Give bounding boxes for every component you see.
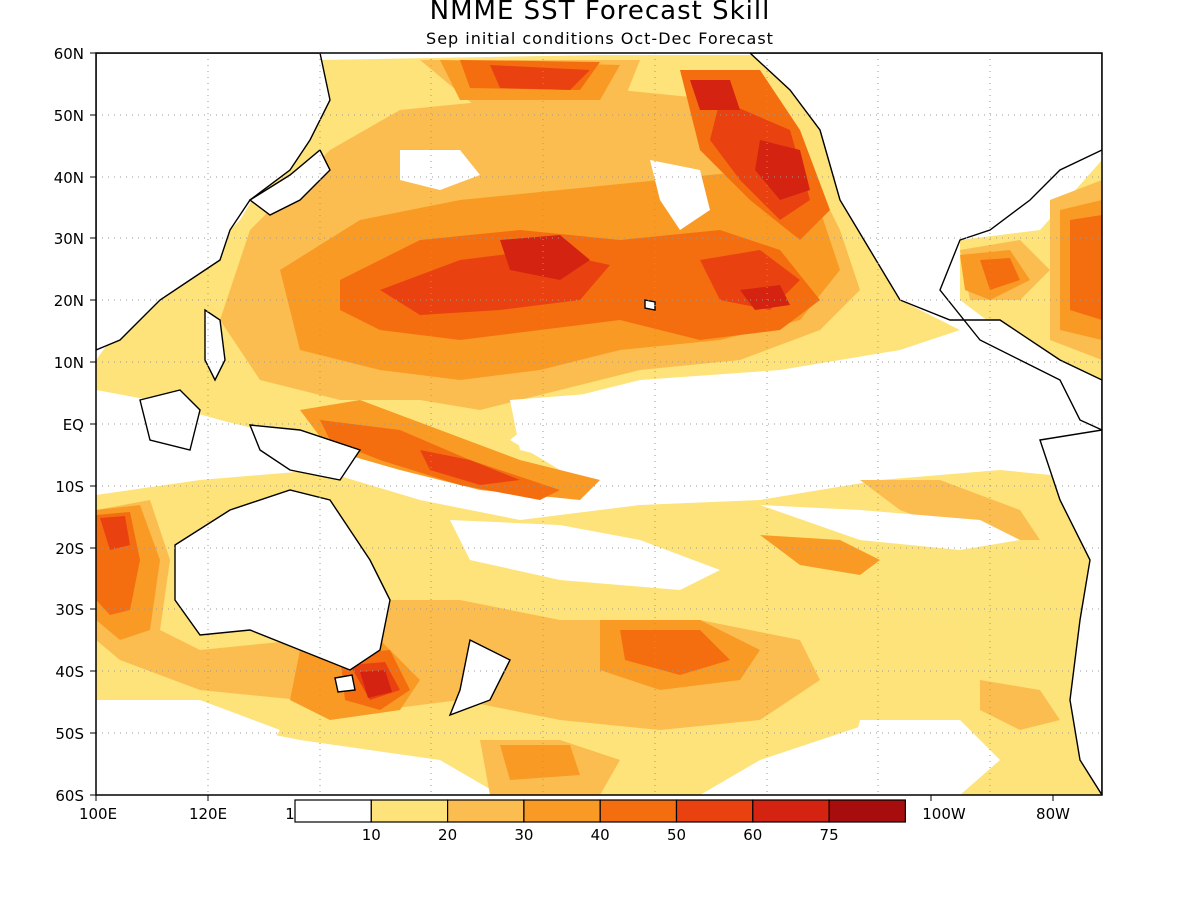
lon-tick-label: 1 [285, 805, 295, 823]
coastlines [96, 53, 1102, 795]
land-australia [174, 489, 391, 671]
map-subtitle: Sep initial conditions Oct-Dec Forecast [426, 29, 774, 48]
lat-tick-label: 50S [55, 725, 84, 743]
lat-tick-label: 50N [54, 107, 84, 125]
lon-axis: 100E 120E 1 100W 80W [79, 795, 1070, 823]
land-new-zealand [448, 638, 511, 717]
colorbar-swatch [294, 799, 372, 823]
colorbar-label: 10 [362, 826, 381, 844]
colorbar: 10 20 30 40 50 60 75 [294, 799, 906, 844]
lat-axis: 60N 50N 40N 30N 20N 10N EQ 10S 20S 30S 4… [54, 45, 96, 805]
colorbar-label: 30 [514, 826, 533, 844]
lat-tick-label: 30N [54, 230, 84, 248]
colorbar-swatch [447, 799, 525, 823]
colorbar-label: 20 [438, 826, 457, 844]
lat-tick-label: 60N [54, 45, 84, 63]
land-south-america [1039, 429, 1102, 795]
colorbar-swatch [370, 799, 449, 823]
lon-tick-label: 80W [1036, 805, 1070, 823]
lon-tick-label: 100E [79, 805, 117, 823]
land-north-america [748, 53, 1102, 431]
lat-tick-label: 30S [55, 601, 84, 619]
land-hawaii [644, 299, 656, 311]
lat-tick-label: 60S [55, 787, 84, 805]
land-asia [96, 53, 331, 351]
lat-tick-label: 20S [55, 540, 84, 558]
land-new-guinea [248, 424, 362, 481]
colorbar-label: 60 [743, 826, 762, 844]
colorbar-swatch [752, 799, 830, 823]
colorbar-label: 75 [820, 826, 839, 844]
lat-tick-label: 40N [54, 169, 84, 187]
grid-lines [96, 53, 1102, 795]
map-title: NMME SST Forecast Skill [429, 0, 771, 26]
skill-low-regions [96, 150, 1080, 795]
lat-tick-label: EQ [63, 416, 84, 434]
lat-tick-label: 10N [54, 354, 84, 372]
lat-tick-label: 20N [54, 292, 84, 310]
land-japan [248, 148, 331, 216]
colorbar-swatch [828, 799, 906, 823]
colorbar-label: 50 [667, 826, 686, 844]
land-tasmania [334, 674, 356, 693]
colorbar-swatch [675, 799, 754, 823]
colorbar-swatch [599, 799, 678, 823]
land-borneo [139, 389, 201, 451]
skill-band-60-75 [360, 80, 810, 698]
lat-tick-label: 40S [55, 663, 84, 681]
lat-tick-label: 10S [55, 478, 84, 496]
lon-tick-label: 120E [189, 805, 227, 823]
colorbar-label: 40 [591, 826, 610, 844]
lon-tick-label: 100W [922, 805, 966, 823]
colorbar-swatch [523, 799, 601, 823]
